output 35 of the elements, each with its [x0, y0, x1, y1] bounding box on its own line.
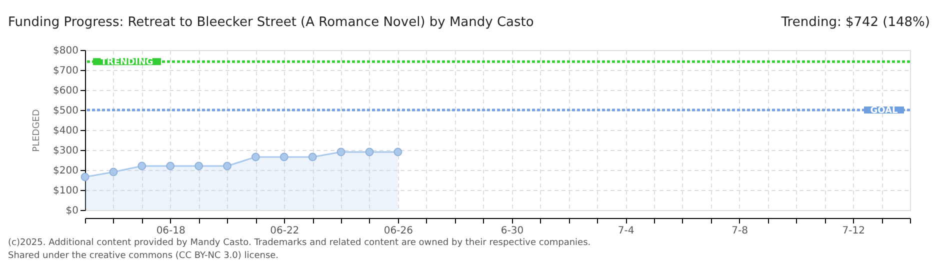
point [223, 162, 232, 170]
x-tick-label: 7-8 [732, 226, 748, 236]
text: Shared under the creative commons (CC BY-NC 3.0) license. [8, 251, 279, 261]
point [138, 162, 146, 170]
point [166, 162, 175, 170]
x-tick-label: 7-4 [618, 226, 634, 236]
point [280, 152, 288, 162]
y-axis-title: PLEDGED [32, 109, 42, 152]
chart-title: Funding Progress: Retreat to Bleecker Street (A Romance Novel) by Mandy Casto [8, 15, 534, 30]
point [194, 162, 203, 170]
point [109, 168, 118, 176]
y-tick-label: $800 [53, 46, 78, 56]
point [394, 148, 402, 156]
point [365, 148, 374, 156]
y-tick-label: $500 [53, 106, 78, 116]
y-tick-label: $600 [53, 86, 78, 96]
y-tick-label: $200 [53, 166, 78, 176]
ref-line-label: TRENDING [100, 58, 154, 68]
x-tick-label: 6-30 [500, 226, 524, 236]
text: Trending: $742 (148%) [780, 15, 930, 30]
ref-line-label: GOAL [870, 106, 898, 116]
y-tick-label: $400 [53, 126, 78, 136]
point [308, 152, 317, 162]
x-tick-label: 06-22 [270, 226, 300, 236]
y-tick-label: $300 [53, 146, 78, 156]
point [336, 148, 346, 156]
x-tick-label: 06-26 [384, 226, 413, 236]
x-tick-label: 06-18 [156, 226, 186, 236]
point [80, 172, 90, 182]
point [251, 152, 260, 162]
y-tick-label: $100 [53, 186, 78, 196]
text: (c)2025. Additional content provided by Mandy Casto. Trademarks and related content are owned by their respective companies. [8, 238, 591, 248]
x-tick-label: 7-12 [842, 226, 865, 236]
y-tick-label: $0 [66, 206, 78, 216]
y-tick-label: $700 [53, 66, 78, 76]
